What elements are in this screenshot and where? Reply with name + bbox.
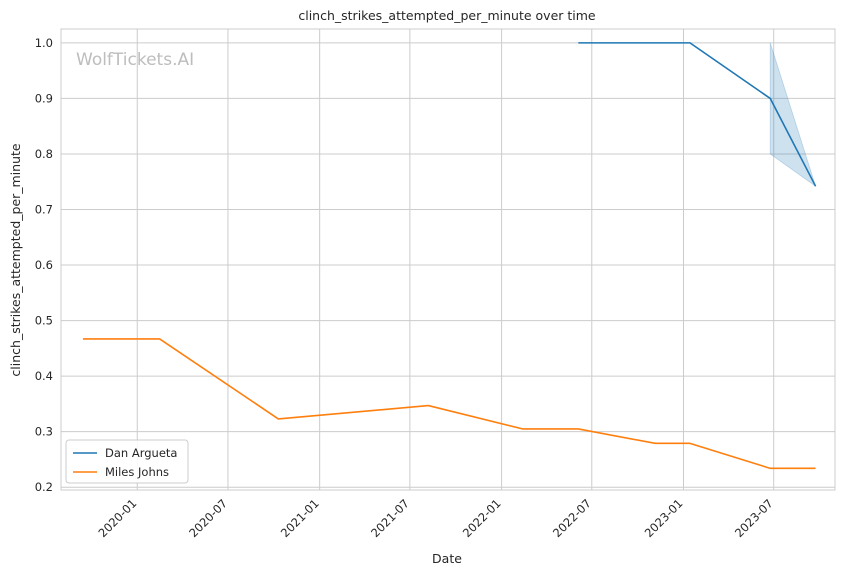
x-tick-label: 2020-01 [95, 496, 139, 540]
x-tick-label: 2022-01 [460, 496, 504, 540]
y-axis-label: clinch_strikes_attempted_per_minute [8, 143, 23, 377]
y-tick-label: 0.9 [35, 91, 53, 105]
y-tick-label: 0.5 [35, 314, 53, 328]
x-axis-label: Date [432, 551, 462, 566]
y-tick-label: 0.2 [35, 480, 53, 494]
x-tick-labels: 2020-01 2020-07 2021-01 2021-07 2022-01 2022-… [95, 496, 775, 540]
legend: Dan Argueta Miles Johns [65, 439, 189, 484]
watermark: WolfTickets.AI [76, 50, 194, 70]
x-tick-label: 2021-01 [278, 496, 322, 540]
y-tick-label: 0.6 [35, 258, 53, 272]
y-tick-label: 0.8 [35, 147, 53, 161]
series-line-dan-argueta [578, 42, 817, 187]
y-tick-label: 0.4 [35, 369, 53, 383]
x-tick-label: 2023-07 [732, 496, 776, 540]
chart-title: clinch_strikes_attempted_per_minute over… [298, 8, 596, 23]
series-lines [82, 42, 817, 470]
y-tick-labels: 0.2 0.3 0.4 0.5 0.6 0.7 0.8 0.9 1.0 [35, 36, 53, 494]
plot-area [60, 28, 836, 491]
x-tick-label: 2023-01 [642, 496, 686, 540]
legend-label-miles-johns: Miles Johns [105, 465, 169, 479]
y-tick-label: 0.3 [35, 425, 53, 439]
y-tick-label: 0.7 [35, 203, 53, 217]
legend-label-dan-argueta: Dan Argueta [105, 446, 177, 460]
x-tick-label: 2020-07 [186, 496, 230, 540]
x-tick-label: 2021-07 [368, 496, 412, 540]
y-tick-label: 1.0 [35, 36, 53, 50]
series-line-miles-johns [82, 338, 816, 470]
grid [61, 29, 835, 490]
x-tick-label: 2022-07 [550, 496, 594, 540]
